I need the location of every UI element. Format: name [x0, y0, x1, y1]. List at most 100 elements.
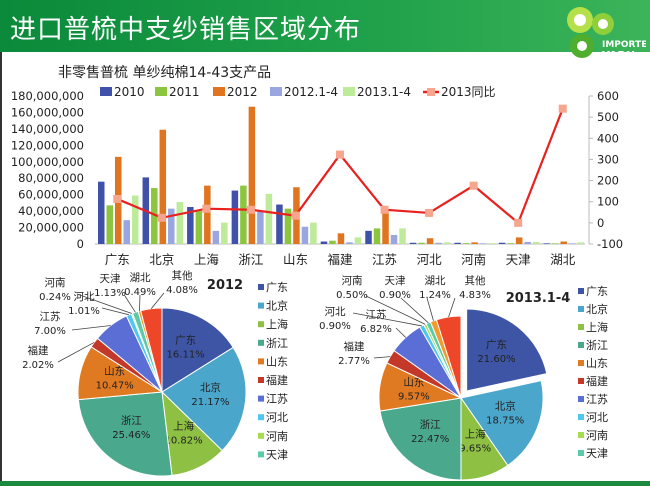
line-marker-湖北	[558, 104, 567, 113]
pie-slice-湖北	[429, 319, 462, 399]
legend-swatch-2010	[100, 87, 112, 96]
pie-slice-福建	[386, 349, 462, 399]
slide-footer	[0, 481, 650, 486]
legend-label: 天津	[586, 447, 608, 460]
pie-label-name: 福建	[28, 344, 49, 357]
pie-label-name: 上海	[465, 427, 486, 440]
bar-2012-河北	[426, 238, 434, 244]
pie-label-value: 9.57%	[398, 391, 430, 402]
bar-2012.1-4-北京	[168, 208, 175, 244]
pie-slice-浙江	[379, 397, 462, 481]
legend-label: 广东	[266, 281, 288, 294]
bar-2011-广东	[106, 205, 113, 244]
legend-label: 北京	[266, 299, 288, 313]
pie-slice-天津	[131, 310, 163, 393]
legend-swatch-福建	[578, 378, 584, 384]
pie-label-value: 4.08%	[166, 285, 198, 296]
legend-label: 2013.1-4	[357, 85, 411, 99]
pie-label-value: 2.02%	[22, 360, 54, 371]
y-tick-label: 60,000,000	[18, 188, 84, 202]
line-marker-上海	[202, 204, 211, 213]
legend-label: 浙江	[266, 337, 288, 350]
bar-2010-河南	[454, 242, 461, 244]
legend-swatch-上海	[258, 321, 264, 328]
bar-chart-title: 非零售普梳 单纱纯棉14-43支产品	[58, 64, 271, 81]
pie-label-value: 2.77%	[338, 356, 370, 367]
legend-swatch-河北	[258, 414, 264, 421]
logo-text-1: IMPORTED	[602, 40, 646, 50]
leader-line	[57, 342, 95, 363]
legend-swatch-2013.1-4	[343, 87, 355, 96]
line-marker-山东	[291, 211, 300, 220]
pie-label-name: 河北	[74, 291, 95, 303]
pie-label-name: 山东	[403, 375, 424, 388]
pie-label-value: 25.46%	[112, 430, 150, 441]
pie-label-value: 1.24%	[419, 290, 451, 301]
bar-2013.1-4-上海	[221, 222, 228, 244]
bar-2011-河北	[418, 242, 425, 244]
y-tick-label: 180,000,000	[11, 89, 84, 103]
pie-label-value: 18.75%	[486, 415, 524, 426]
x-tick-label: 天津	[506, 252, 531, 267]
pie-label-name: 其他	[465, 274, 486, 287]
legend-label: 江苏	[586, 393, 608, 406]
pie-slice-其他	[140, 307, 163, 393]
leader-line	[448, 297, 456, 318]
x-tick-label: 湖北	[550, 252, 576, 267]
pie-label-value: 21.17%	[191, 397, 229, 408]
pie-label-name: 湖北	[130, 272, 151, 284]
leader-line	[352, 312, 422, 327]
pie-label-name: 福建	[344, 340, 365, 353]
legend-swatch-广东	[258, 284, 264, 290]
bar-2013.1-4-湖北	[577, 242, 584, 244]
pie-label-name: 河南	[342, 274, 363, 287]
bar-2012-上海	[204, 185, 211, 244]
bar-2010-广东	[98, 181, 105, 244]
pie-label-value: 16.11%	[167, 349, 205, 360]
legend-swatch-天津	[258, 451, 264, 458]
y-tick-label: 20,000,000	[18, 221, 84, 235]
logo-text-2: YARN	[601, 49, 635, 62]
pie-slice-湖北	[137, 310, 163, 393]
x-tick-label: 福建	[327, 252, 353, 267]
legend-label: 上海	[266, 317, 288, 331]
y-tick-label: 40,000,000	[18, 204, 84, 218]
y2-tick-label: -100	[597, 237, 623, 251]
bar-2011-北京	[151, 188, 158, 244]
legend-swatch-浙江	[578, 342, 584, 348]
x-tick-label: 河北	[417, 252, 443, 267]
line-marker-河北	[425, 208, 434, 217]
y2-tick-label: 600	[597, 89, 619, 103]
leader-line	[395, 327, 406, 338]
bar-2010-山东	[276, 204, 283, 244]
legend-swatch-河南	[258, 432, 264, 439]
legend-marker	[427, 88, 435, 96]
leader-line	[101, 307, 130, 316]
leader-line	[76, 293, 133, 314]
bar-2013.1-4-河北	[443, 242, 451, 244]
pie-slice-上海	[161, 390, 223, 476]
bar-2010-上海	[187, 207, 194, 244]
pie-slice-广东	[161, 307, 234, 393]
bar-2013.1-4-广东	[132, 195, 139, 244]
legend-label: 2012	[227, 85, 258, 99]
bar-2010-河北	[409, 242, 417, 244]
legend-label: 广东	[586, 285, 608, 298]
y-tick-label: 160,000,000	[11, 105, 84, 119]
bar-2013.1-4-北京	[176, 202, 184, 244]
pie-label-name: 河南	[45, 276, 66, 289]
pie-slice-北京	[161, 346, 247, 452]
line-marker-北京	[157, 213, 166, 222]
x-tick-label: 广东	[105, 252, 130, 267]
legend-label: 河南	[586, 429, 608, 442]
line-2013同比	[116, 108, 564, 225]
line-marker-浙江	[246, 205, 255, 214]
y-tick-label: 0	[77, 237, 84, 251]
leader-line	[150, 292, 165, 309]
leader-line	[365, 295, 426, 325]
pie-label-name: 上海	[173, 420, 194, 433]
bar-2011-浙江	[240, 185, 247, 244]
x-tick-label: 山东	[283, 252, 308, 267]
pie-label-name: 浙江	[420, 419, 441, 431]
